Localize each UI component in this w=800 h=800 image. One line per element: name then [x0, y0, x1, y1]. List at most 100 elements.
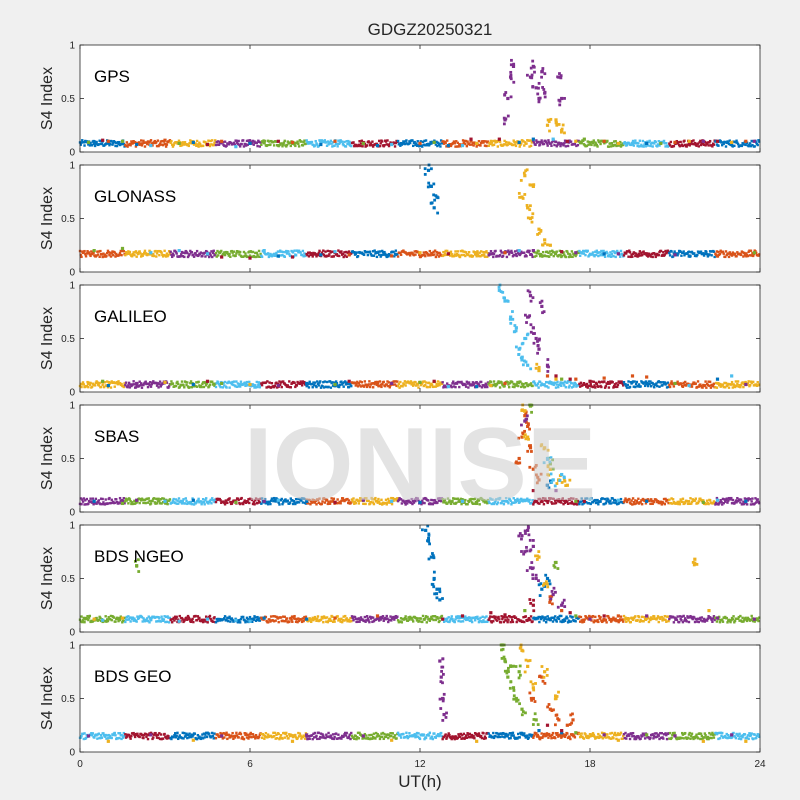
baseline-point	[486, 252, 490, 255]
baseline-point	[509, 499, 512, 503]
data-point	[574, 377, 578, 381]
baseline-point	[615, 499, 618, 503]
baseline-point	[689, 142, 692, 146]
baseline-point	[155, 620, 158, 623]
baseline-point	[741, 381, 744, 384]
baseline-point	[208, 383, 212, 386]
data-point	[542, 310, 546, 314]
baseline-point	[612, 250, 616, 253]
baseline-point	[195, 139, 199, 143]
baseline-point	[723, 498, 726, 501]
baseline-point	[694, 497, 697, 500]
baseline-point	[307, 386, 311, 389]
baseline-point	[644, 502, 648, 505]
baseline-point	[642, 145, 645, 148]
data-point	[432, 140, 436, 144]
baseline-point	[252, 618, 255, 621]
data-point	[545, 458, 549, 461]
baseline-point	[554, 501, 558, 505]
series-4	[531, 249, 677, 257]
baseline-point	[271, 497, 274, 500]
baseline-point	[701, 386, 704, 389]
baseline-point	[494, 141, 497, 144]
baseline-point	[559, 144, 562, 148]
baseline-point	[553, 143, 556, 147]
baseline-point	[404, 384, 407, 387]
baseline-point	[258, 501, 262, 504]
baseline-point	[476, 499, 479, 503]
baseline-point	[436, 380, 440, 383]
baseline-point	[309, 253, 312, 257]
baseline-point	[422, 384, 425, 388]
baseline-point	[424, 254, 427, 258]
baseline-point	[309, 618, 312, 621]
baseline-point	[152, 254, 156, 258]
baseline-point	[251, 620, 254, 624]
baseline-point	[480, 250, 483, 253]
baseline-point	[127, 250, 130, 253]
baseline-point	[542, 142, 546, 146]
baseline-point	[504, 619, 508, 622]
baseline-point	[545, 500, 549, 503]
baseline-point	[81, 381, 85, 384]
baseline-point	[552, 139, 555, 142]
data-point	[149, 251, 153, 255]
baseline-point	[168, 252, 172, 255]
baseline-point	[593, 255, 596, 258]
data-point	[541, 67, 545, 70]
baseline-point	[223, 615, 227, 618]
baseline-point	[268, 500, 271, 504]
baseline-point	[167, 386, 170, 389]
baseline-point	[208, 252, 212, 255]
baseline-point	[356, 385, 360, 388]
baseline-point	[703, 384, 707, 387]
baseline-point	[189, 380, 193, 383]
baseline-point	[192, 253, 195, 257]
data-point	[543, 95, 547, 99]
baseline-point	[525, 255, 528, 258]
baseline-point	[88, 253, 92, 256]
data-point	[555, 121, 558, 125]
baseline-point	[644, 380, 648, 383]
baseline-point	[514, 252, 518, 256]
baseline-point	[742, 251, 746, 255]
baseline-point	[252, 384, 255, 387]
baseline-point	[492, 502, 496, 506]
baseline-point	[204, 255, 207, 258]
baseline-point	[337, 254, 341, 258]
baseline-point	[578, 502, 581, 506]
baseline-point	[350, 498, 354, 501]
baseline-point	[519, 143, 522, 146]
baseline-point	[415, 142, 418, 145]
data-point	[549, 472, 553, 476]
baseline-point	[480, 386, 484, 389]
baseline-point	[231, 618, 234, 622]
baseline-point	[327, 500, 330, 503]
baseline-point	[572, 385, 575, 388]
baseline-point	[457, 380, 460, 384]
baseline-point	[566, 250, 569, 253]
data-point	[546, 118, 550, 122]
baseline-point	[496, 145, 500, 148]
baseline-point	[144, 380, 147, 383]
baseline-point	[186, 255, 190, 259]
data-point	[509, 95, 513, 99]
baseline-point	[650, 498, 653, 501]
data-point	[149, 143, 153, 148]
baseline-point	[309, 142, 312, 145]
baseline-point	[551, 250, 555, 254]
baseline-point	[108, 496, 111, 500]
baseline-point	[122, 250, 126, 253]
baseline-point	[146, 385, 150, 389]
baseline-point	[613, 251, 617, 255]
baseline-point	[145, 141, 148, 144]
data-point	[521, 197, 525, 200]
data-point	[548, 462, 552, 466]
baseline-point	[381, 251, 385, 254]
baseline-point	[691, 382, 694, 386]
baseline-point	[97, 618, 101, 621]
baseline-point	[201, 497, 205, 501]
data-point	[347, 140, 351, 144]
baseline-point	[697, 145, 700, 148]
baseline-point	[176, 499, 179, 502]
